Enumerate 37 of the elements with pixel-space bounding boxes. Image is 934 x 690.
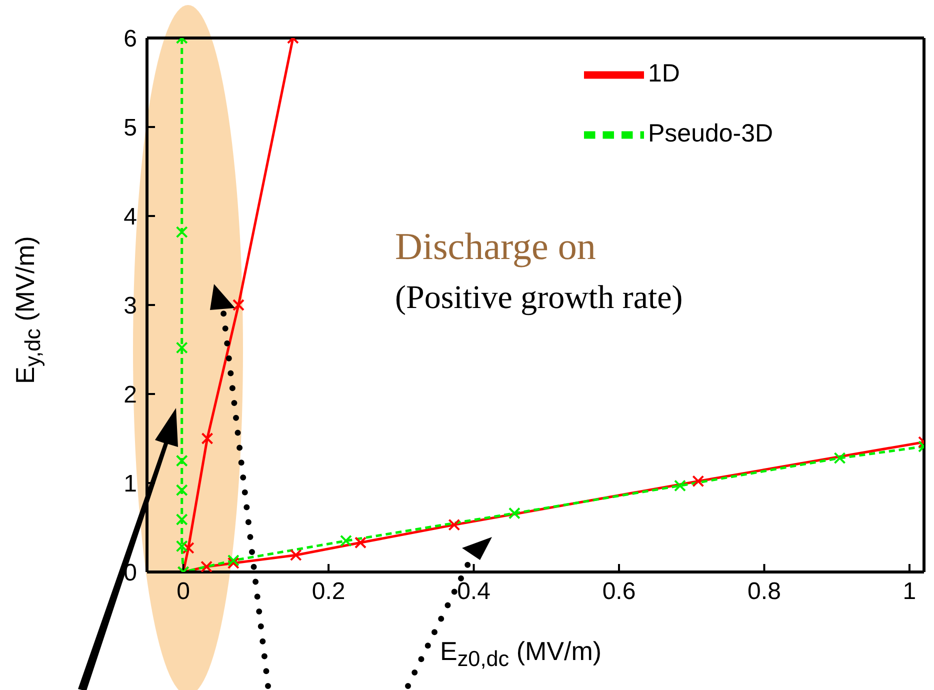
- y-tick-label: 2: [124, 382, 137, 409]
- y-tick-label: 5: [124, 114, 137, 142]
- point: [176, 484, 188, 496]
- point: [340, 534, 352, 547]
- annotation: Discharge on: [395, 225, 596, 269]
- legend-label: Pseudo-3D: [648, 120, 774, 148]
- annotation: (Positive growth rate): [395, 280, 683, 317]
- x-tick-label: 1: [902, 578, 916, 606]
- point: [674, 480, 686, 492]
- point: [176, 226, 188, 238]
- point: [227, 554, 240, 566]
- point: [508, 507, 520, 520]
- y-tick-label: 1: [124, 470, 137, 498]
- y-tick-label: 3: [124, 292, 137, 320]
- x-tick-label: 0.2: [312, 578, 346, 606]
- point: [290, 549, 302, 562]
- point: [201, 432, 214, 444]
- point: [227, 557, 240, 570]
- x-tick-label: 0.6: [602, 578, 636, 606]
- point: [176, 540, 188, 552]
- point: [176, 342, 188, 354]
- point: [692, 475, 704, 488]
- x-tick-label: 0: [176, 578, 190, 606]
- point: [448, 518, 460, 531]
- point: [354, 536, 366, 549]
- point: [176, 513, 188, 526]
- point: [182, 542, 194, 554]
- y-tick-label: 6: [124, 26, 137, 53]
- point: [232, 299, 244, 311]
- legend-label: 1D: [648, 60, 680, 88]
- point: [200, 560, 213, 572]
- point: [834, 452, 846, 464]
- y-tick-label: 4: [124, 204, 137, 231]
- point: [176, 454, 188, 467]
- x-tick-label: 0.4: [457, 578, 490, 606]
- x-axis-title: E$_{z0,dc}$ (MV/m): [440, 636, 602, 672]
- x-tick-label: 0.8: [748, 578, 781, 606]
